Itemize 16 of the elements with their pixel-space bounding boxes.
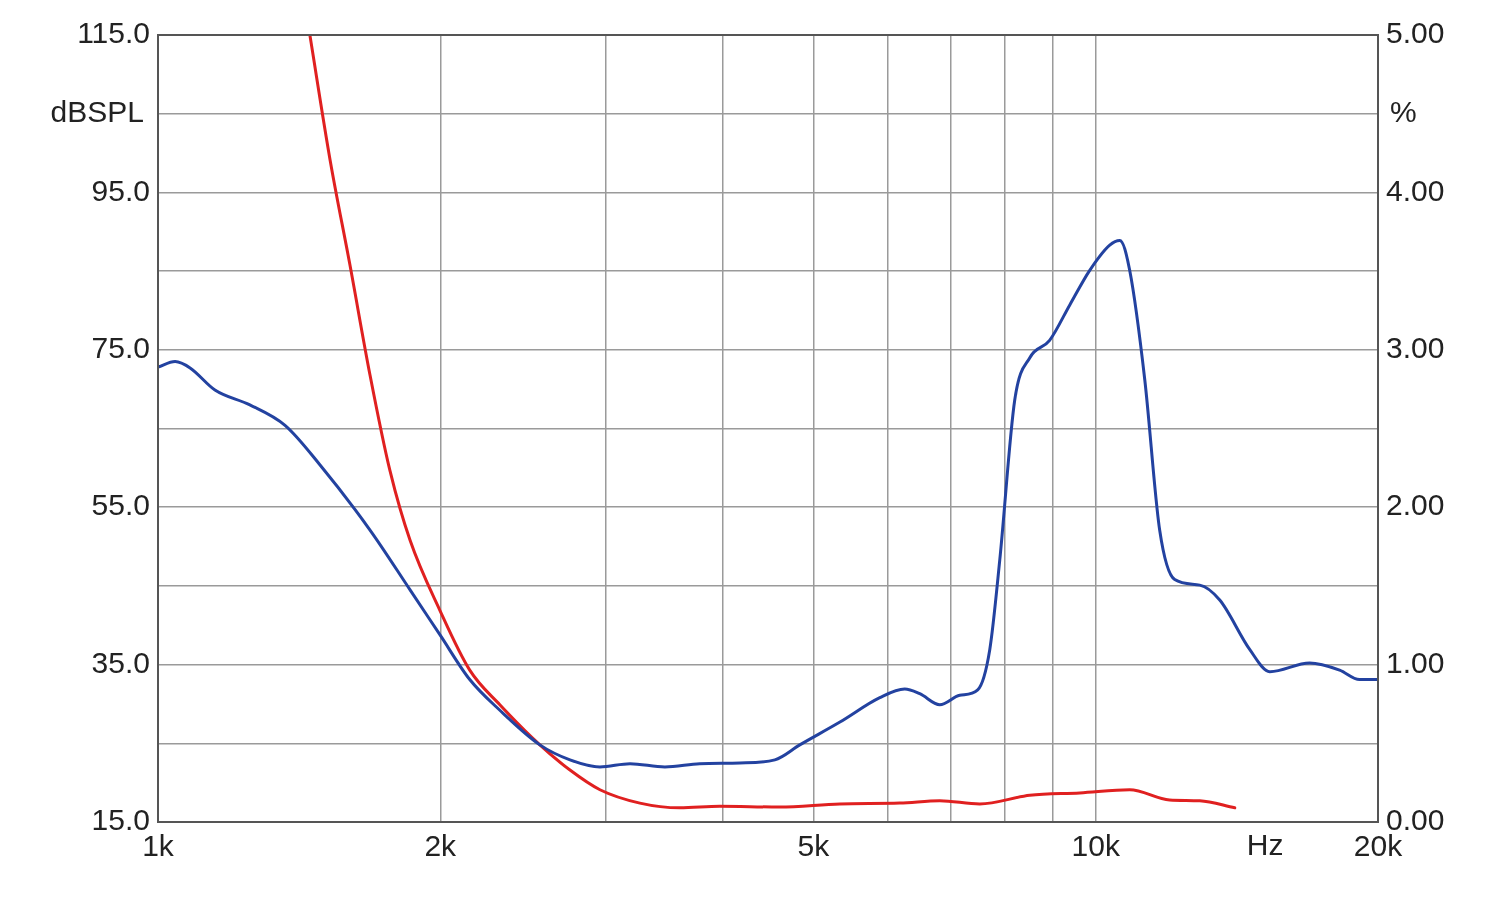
x-tick-label: 5k [797,829,831,863]
y2-tick-label: 2.00 [1386,488,1445,522]
y2-tick-label: 5.00 [1386,16,1445,50]
y-tick-label: 35.0 [91,645,150,679]
y2-tick-label: 3.00 [1386,331,1445,365]
x-tick-label: 2k [424,829,458,863]
y-tick-label: 75.0 [91,331,150,365]
y-tick-label: 55.0 [91,488,150,522]
y-tick-label: 115.0 [77,16,150,50]
y2-tick-label: 1.00 [1386,645,1445,679]
y2-axis-title: % [1390,94,1417,128]
y-axis-title: dBSPL [50,94,144,128]
x-tick-label: 10k [1071,829,1121,863]
x-axis-title: Hz [1246,828,1284,862]
y-tick-label: 95.0 [91,173,150,207]
y2-tick-label: 4.00 [1386,173,1445,207]
